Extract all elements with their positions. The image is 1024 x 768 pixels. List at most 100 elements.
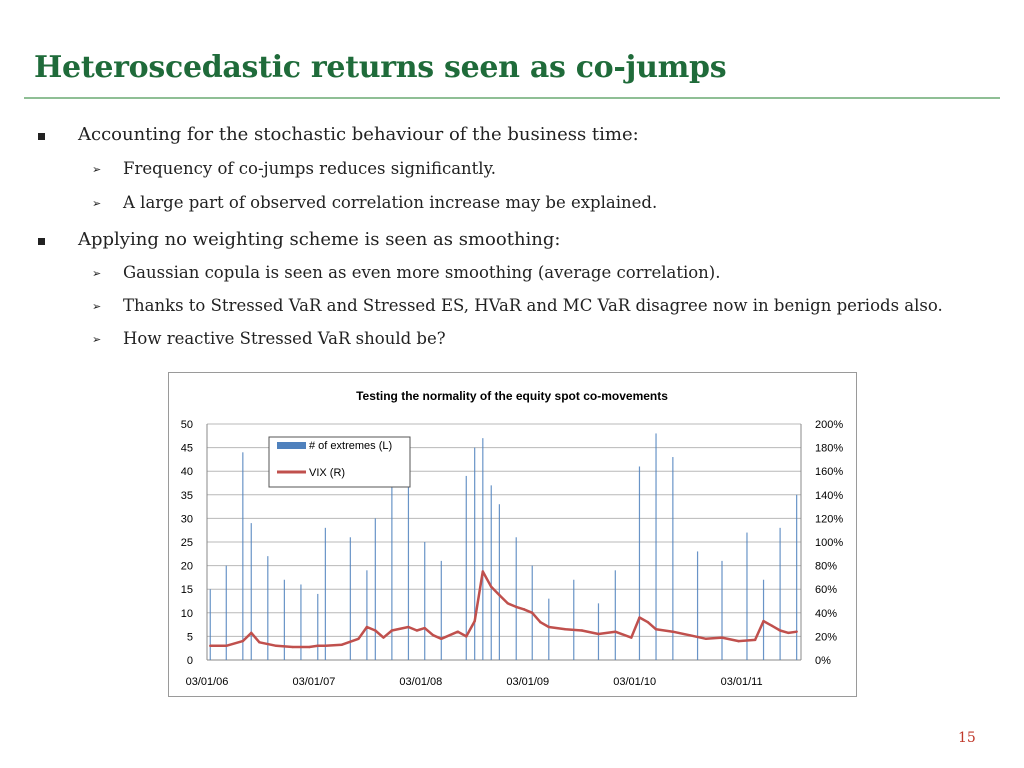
extremes-bar (638, 466, 641, 660)
vix-point (258, 641, 261, 644)
vix-point (225, 644, 228, 648)
vix-point (638, 616, 641, 619)
extremes-bar (317, 593, 319, 660)
vix-point (275, 644, 278, 648)
vix-point (316, 644, 319, 648)
vix-point (580, 629, 584, 632)
extremes-bar (225, 565, 227, 660)
vix-point (415, 629, 419, 632)
extremes-bar (672, 457, 674, 660)
vix-point (374, 629, 377, 632)
y-left-tick-label: 25 (181, 537, 193, 549)
extremes-bar (746, 532, 748, 660)
y-right-tick-label: 140% (815, 490, 843, 502)
y-right-tick-label: 120% (815, 513, 843, 525)
x-tick-label: 03/01/08 (399, 676, 442, 688)
extremes-bar (597, 603, 600, 660)
vix-point (654, 628, 658, 631)
legend-label-line: VIX (R) (309, 467, 345, 479)
y-left-tick-label: 50 (181, 419, 193, 431)
y-left-tick-label: 5 (187, 631, 193, 643)
y-right-tick-label: 80% (815, 561, 837, 573)
extremes-bar (440, 560, 442, 660)
vix-point (597, 632, 600, 636)
extremes-bar (424, 542, 426, 660)
sub-bullet-item: Frequency of co-jumps reduces significan… (123, 159, 496, 178)
vix-point (498, 593, 501, 597)
vix-point (473, 619, 476, 623)
vix-point (431, 634, 435, 637)
extremes-bar (655, 433, 657, 660)
vix-point (778, 629, 782, 632)
vix-point (407, 625, 410, 629)
vix-point (753, 638, 757, 642)
extremes-bar (391, 447, 393, 660)
vix-point (630, 636, 633, 639)
vix-point (539, 621, 542, 624)
arrow-bullet-icon: ➢ (92, 333, 102, 346)
y-left-tick-label: 35 (181, 490, 193, 502)
y-left-tick-label: 45 (181, 443, 193, 455)
vix-point (291, 645, 294, 649)
extremes-bar (300, 584, 302, 660)
extremes-bar (374, 518, 376, 660)
vix-point (390, 629, 394, 632)
x-tick-label: 03/01/09 (506, 676, 549, 688)
vix-point (423, 626, 426, 630)
y-left-tick-label: 10 (181, 608, 193, 620)
extremes-bar (696, 551, 699, 660)
vix-point (688, 634, 691, 637)
extremes-bar (614, 570, 616, 660)
y-left-tick-label: 0 (187, 655, 193, 667)
vix-point (614, 630, 617, 633)
vix-point (324, 644, 327, 648)
vix-point (646, 621, 650, 624)
vix-point (340, 643, 344, 646)
x-tick-label: 03/01/07 (293, 676, 336, 688)
legend-swatch-bars (277, 442, 306, 449)
arrow-bullet-icon: ➢ (92, 300, 102, 313)
y-left-tick-label: 30 (181, 513, 193, 525)
chart-title: Testing the normality of the equity spot… (356, 389, 668, 403)
legend-label-bars: # of extremes (L) (309, 440, 392, 452)
y-right-tick-label: 40% (815, 608, 837, 620)
bullet-item: Applying no weighting scheme is seen as … (78, 229, 561, 250)
extremes-bar (349, 537, 351, 660)
vix-point (481, 570, 485, 573)
extremes-bar (490, 485, 492, 660)
extremes-bar (242, 452, 244, 660)
vix-point (308, 645, 311, 649)
extremes-bar (796, 494, 798, 660)
y-right-tick-label: 180% (815, 443, 843, 455)
vix-point (506, 602, 510, 605)
vix-point (787, 631, 790, 635)
extremes-bar (366, 570, 368, 660)
extremes-bar (482, 438, 484, 660)
y-right-tick-label: 100% (815, 537, 843, 549)
y-right-tick-label: 0% (815, 655, 831, 667)
vix-point (440, 637, 443, 640)
x-tick-label: 03/01/11 (721, 676, 763, 688)
extremes-bar (250, 523, 252, 660)
extremes-bar (474, 447, 476, 660)
vix-point (795, 630, 798, 633)
vix-point (365, 625, 369, 629)
y-left-tick-label: 20 (181, 561, 193, 573)
vix-point (564, 628, 567, 631)
vix-point (456, 630, 460, 633)
sub-bullet-item: How reactive Stressed VaR should be? (123, 329, 446, 348)
extremes-bar (721, 560, 723, 660)
vix-point (737, 639, 740, 643)
vix-point (547, 625, 550, 629)
y-left-tick-label: 15 (181, 584, 193, 596)
extremes-bar (515, 537, 517, 660)
vix-point (704, 637, 708, 640)
vix-point (762, 619, 765, 623)
slide-title: Heteroscedastic returns seen as co-jumps (34, 50, 727, 85)
x-tick-label: 03/01/06 (186, 676, 229, 688)
vix-point (770, 624, 774, 627)
vix-point (515, 605, 518, 609)
vix-point (357, 637, 360, 640)
y-right-tick-label: 60% (815, 584, 837, 596)
vix-point (522, 608, 526, 611)
